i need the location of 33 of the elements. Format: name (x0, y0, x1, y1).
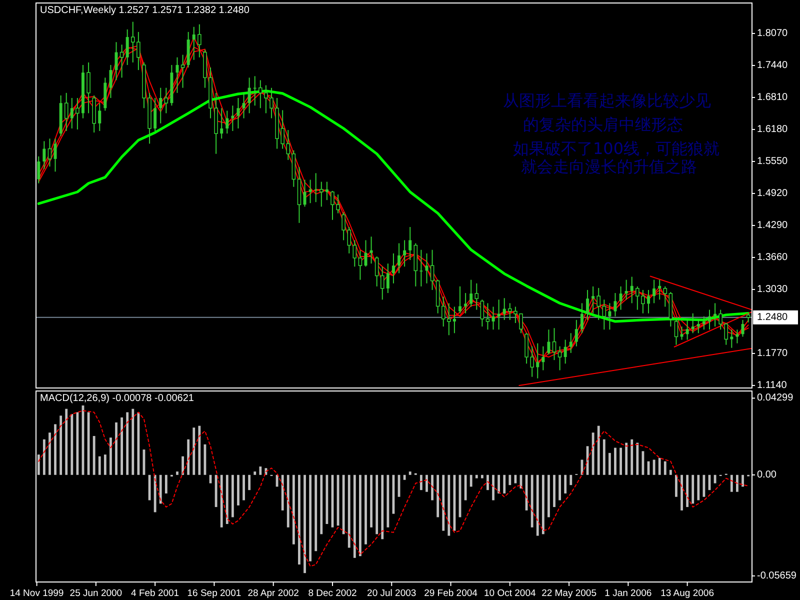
y-tick-label: 1.3660 (757, 252, 788, 263)
x-tick-label: 29 Feb 2004 (424, 588, 478, 599)
x-tick-label: 20 Jul 2003 (367, 588, 416, 599)
y-tick-label: 1.7440 (757, 60, 788, 71)
annotation: 从图形上看看起来像比较少见 (503, 91, 711, 110)
chart-title: MACD(12,26,9) -0.00078 -0.00621 (40, 393, 194, 404)
y-tick-label: 1.6180 (757, 124, 788, 135)
x-tick-label: 10 Oct 2004 (484, 588, 536, 599)
y-tick-label: 1.3030 (757, 284, 788, 295)
x-tick-label: 1 Jan 2006 (604, 588, 652, 599)
x-tick-label: 4 Feb 2001 (131, 588, 180, 599)
x-tick-label: 14 Nov 1999 (10, 588, 64, 599)
y-tick-label: 1.6810 (757, 92, 788, 103)
y-tick-label: 1.4290 (757, 220, 788, 231)
x-tick-label: 25 Jun 2000 (70, 588, 122, 599)
x-tick-label: 22 May 2005 (542, 588, 597, 599)
annotation: 如果破不了100线，可能狼就 (513, 139, 720, 158)
y-tick-label: 0.00 (757, 469, 777, 480)
annotation: 就会走向漫长的升值之路 (521, 157, 697, 176)
y-tick-label: 0.04299 (757, 392, 794, 404)
y-tick-label: 1.1770 (757, 348, 788, 359)
y-tick-label: 1.8070 (757, 28, 788, 39)
ref-line-label: 1.2480 (757, 312, 788, 323)
y-tick-label: 1.5550 (757, 156, 788, 167)
y-tick-label: -0.05659 (757, 570, 797, 582)
annotation: 的复杂的头肩中继形态 (523, 115, 683, 134)
x-tick-label: 13 Aug 2006 (660, 588, 714, 599)
x-tick-label: 8 Dec 2002 (308, 588, 357, 599)
x-tick-label: 28 Apr 2002 (248, 588, 299, 599)
x-tick-label: 16 Sep 2001 (187, 588, 242, 599)
y-tick-label: 1.4920 (757, 188, 788, 199)
chart-title: USDCHF,Weekly 1.2527 1.2571 1.2382 1.2480 (40, 5, 250, 16)
y-tick-label: 1.1140 (757, 380, 788, 391)
